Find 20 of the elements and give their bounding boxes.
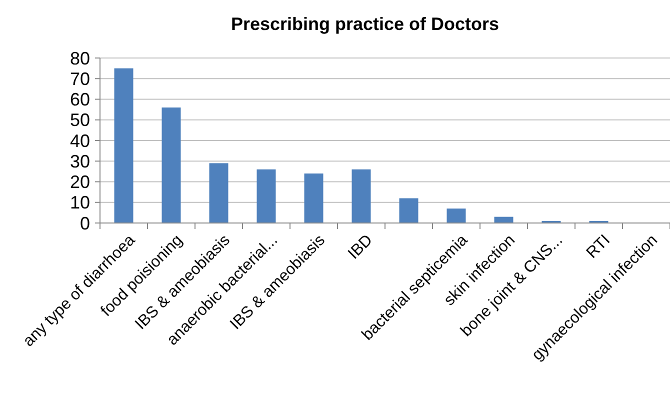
bar [446, 208, 466, 223]
x-tick-label: RTI [583, 232, 614, 262]
chart-title: Prescribing practice of Doctors [230, 14, 500, 34]
y-tick-label: 0 [80, 213, 90, 234]
bar [256, 169, 276, 223]
bar [352, 169, 371, 223]
bar [162, 108, 181, 223]
y-tick-label: 80 [70, 48, 90, 68]
x-tick-label: IBD [345, 232, 376, 263]
y-tick-label: 60 [70, 90, 90, 110]
y-tick-label: 70 [70, 68, 90, 89]
bar [304, 174, 324, 223]
bar [399, 198, 418, 223]
bar [209, 163, 228, 223]
y-tick-label: 20 [70, 172, 90, 192]
y-tick-label: 40 [70, 130, 90, 151]
y-tick-label: 30 [70, 151, 90, 172]
y-tick-label: 50 [70, 110, 90, 130]
bar [114, 68, 134, 223]
y-tick-label: 10 [70, 192, 90, 213]
